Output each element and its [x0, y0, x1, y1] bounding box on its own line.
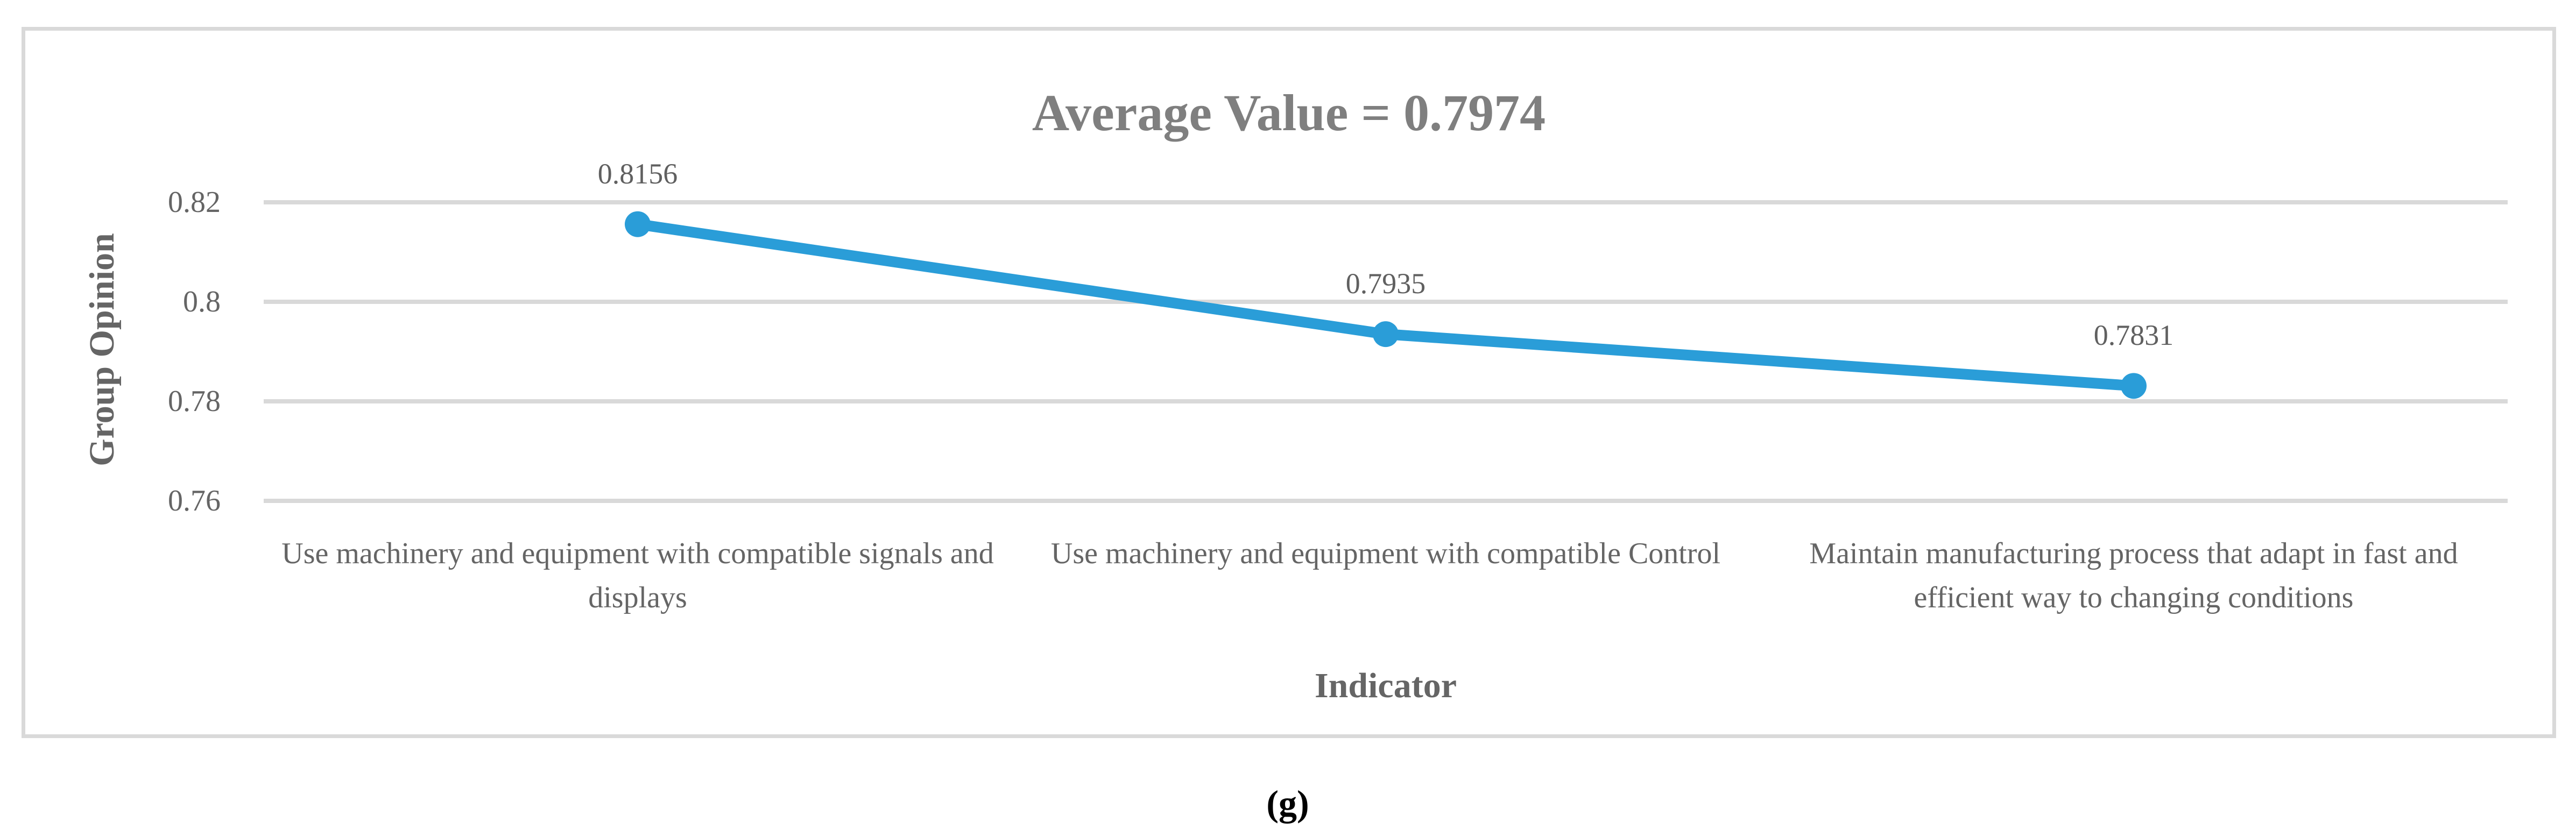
y-axis-title: Group Opinion — [82, 233, 122, 466]
data-point-marker — [625, 211, 651, 237]
series-line — [632, 218, 2139, 392]
data-point-marker — [1373, 321, 1399, 348]
figure-caption: (g) — [1266, 783, 1309, 824]
chart-title: Average Value = 0.7974 — [1032, 84, 1546, 141]
x-axis-title: Indicator — [1315, 666, 1457, 705]
data-point-marker — [2121, 373, 2147, 399]
